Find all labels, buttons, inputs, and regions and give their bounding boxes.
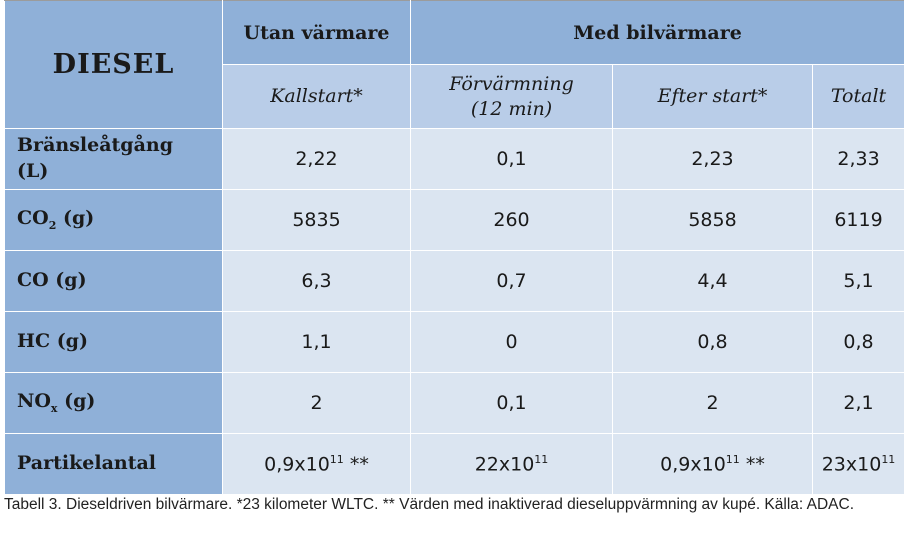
table-cell: 23x1011 [811,433,906,495]
table-cell: 22x1011 [410,433,613,495]
table-cell: 0,1 [410,372,613,434]
table-row: CO (g) 6,3 0,7 4,4 5,1 [4,250,906,312]
row-label-co: CO (g) [4,250,223,312]
subheader-cold-start: Kallstart* [222,64,411,129]
subheader-total: Totalt [811,64,906,129]
subheader-after-start: Efter start* [612,64,813,129]
group-header-without-heater: Utan värmare [222,0,411,65]
table-cell: 2,22 [222,128,411,190]
table-cell: 6,3 [222,250,411,312]
diesel-emissions-table: DIESEL Utan värmare Med bilvärmare Kalls… [4,0,906,495]
table-caption: Tabell 3. Dieseldriven bilvärmare. *23 k… [4,496,855,513]
table-cell: 6119 [811,189,906,251]
subheader-preheating-line2: (12 min) [470,97,553,120]
group-header-with-heater: Med bilvärmare [409,0,906,65]
row-label-particles: Partikelantal [4,433,223,495]
table-cell: 0,1 [410,128,613,190]
row-label-nox: NOx (g) [4,372,223,434]
table-cell: 0 [410,311,613,373]
table-cell: 5858 [612,189,813,251]
table-cell: 5835 [222,189,411,251]
table-cell: 2,23 [612,128,813,190]
table-cell: 4,4 [612,250,813,312]
row-label-fuel: Bränsleåtgång (L) [4,128,223,190]
table-cell: 5,1 [811,250,906,312]
table-corner-title: DIESEL [4,0,223,129]
table-cell: 2 [612,372,813,434]
table-header-row: DIESEL Utan värmare Med bilvärmare [4,0,906,129]
table-cell: 260 [410,189,613,251]
table-row: CO2 (g) 5835 260 5858 6119 [4,189,906,251]
table-cell: 0,8 [612,311,813,373]
table-cell: 2,33 [811,128,906,190]
subheader-preheating-line1: Förvärmning [449,72,574,95]
table-row: NOx (g) 2 0,1 2 2,1 [4,372,906,434]
table-cell: 2,1 [811,372,906,434]
table-cell: 1,1 [222,311,411,373]
table-row: Partikelantal 0,9x1011 ** 22x1011 0,9x10… [4,433,906,495]
table-cell: 0,9x1011 ** [222,433,411,495]
table-row: Bränsleåtgång (L) 2,22 0,1 2,23 2,33 [4,128,906,190]
table-cell: 2 [222,372,411,434]
subheader-preheating: Förvärmning (12 min) [410,64,613,129]
row-label-co2: CO2 (g) [4,189,223,251]
table-cell: 0,7 [410,250,613,312]
table-cell: 0,8 [811,311,906,373]
row-label-hc: HC (g) [4,311,223,373]
table-cell: 0,9x1011 ** [612,433,813,495]
table-subheader-row: Kallstart* Förvärmning (12 min) Efter sta… [5,64,906,129]
table-row: HC (g) 1,1 0 0,8 0,8 [4,311,906,373]
